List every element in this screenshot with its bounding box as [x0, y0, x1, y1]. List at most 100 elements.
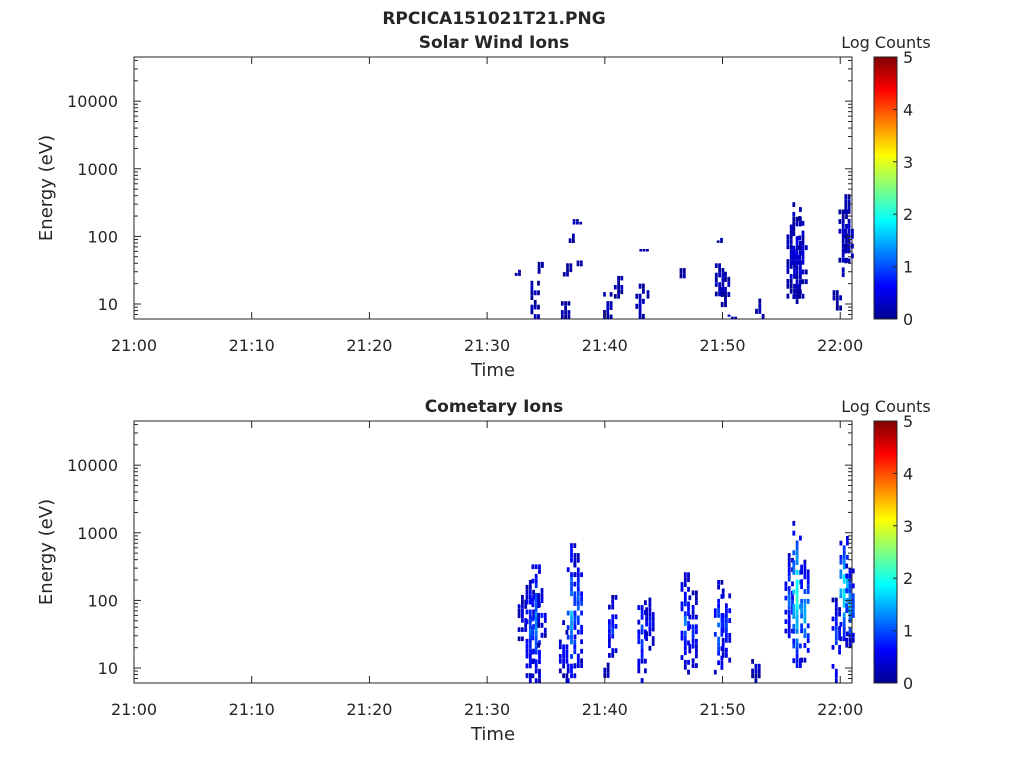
spectrogram-bin — [845, 563, 849, 569]
spectrogram-bin — [792, 560, 796, 565]
x-tick-label: 22:00 — [817, 336, 863, 355]
spectrogram-bin — [572, 219, 576, 222]
spectrogram-bin — [801, 220, 805, 226]
spectrogram-bin — [789, 273, 793, 279]
spectrogram-bin — [834, 616, 838, 622]
spectrogram-bin — [795, 560, 799, 565]
spectrogram-bin — [691, 629, 695, 635]
x-tick-label: 21:50 — [699, 700, 745, 719]
spectrogram-bin — [792, 520, 796, 526]
spectrogram-bin — [842, 622, 846, 627]
spectrogram-bin — [558, 654, 562, 659]
spectrogram-bin — [716, 240, 720, 243]
spectrogram-bin — [803, 628, 807, 634]
spectrogram-bin — [795, 619, 799, 624]
spectrogram-bin — [573, 591, 577, 597]
spectrogram-bin — [787, 576, 791, 582]
spectrogram-bin — [728, 618, 732, 623]
spectrogram-bin — [648, 631, 652, 637]
spectrogram-bin — [683, 582, 687, 587]
spectrogram-bin — [799, 270, 802, 275]
spectrogram-bin — [718, 263, 721, 268]
spectrogram-bin — [842, 588, 846, 594]
spectrogram-bin — [721, 282, 725, 287]
colorbar-tick-label: 5 — [903, 48, 913, 67]
spectrogram-bin — [579, 263, 583, 267]
spectrogram-bin — [718, 282, 721, 287]
spectrogram-bin — [845, 637, 849, 643]
spectrogram-bin — [534, 626, 538, 631]
spectrogram-bin — [580, 601, 583, 606]
spectrogram-bin — [725, 647, 728, 653]
spectrogram-bin — [528, 658, 532, 664]
spectrogram-bin — [679, 268, 683, 274]
spectrogram-bin — [720, 580, 724, 585]
spectrogram-bin — [608, 628, 611, 634]
spectrogram-bin — [648, 597, 652, 603]
spectrogram-bin — [695, 643, 698, 649]
spectrogram-bin — [573, 620, 577, 626]
spectrogram-bin — [687, 606, 690, 612]
spectrogram-bin — [727, 281, 731, 287]
spectrogram-bin — [606, 310, 610, 315]
spectrogram-bin — [614, 648, 618, 653]
burst-column — [517, 595, 528, 642]
spectrogram-bin — [720, 237, 723, 241]
spectrogram-bin — [570, 577, 573, 582]
spectrogram-bin — [534, 602, 538, 608]
spectrogram-bin — [795, 555, 799, 561]
spectrogram-bin — [569, 267, 573, 273]
spectrogram-bin — [792, 589, 796, 595]
burst-column — [646, 290, 650, 299]
spectrogram-bin — [847, 258, 851, 264]
spectrogram-bin — [795, 540, 799, 546]
spectrogram-bin — [714, 291, 718, 297]
spectrogram-bin — [787, 557, 791, 563]
spectrogram-bin — [638, 298, 642, 304]
spectrogram-bin — [841, 257, 845, 263]
x-tick-label: 21:30 — [464, 700, 510, 719]
spectrogram-bin — [847, 228, 851, 234]
spectrogram-bin — [576, 263, 580, 267]
spectrogram-bin — [848, 578, 852, 584]
spectrogram-bin — [728, 657, 732, 663]
spectrogram-bin — [687, 572, 690, 578]
spectrogram-bin — [695, 590, 698, 596]
spectrogram-bin — [761, 313, 765, 319]
colorbar-label-solar-wind: Log Counts — [841, 33, 931, 52]
spectrogram-bin — [576, 586, 580, 592]
spectrogram-bin — [642, 249, 646, 252]
spectrogram-bin — [560, 310, 564, 315]
spectrogram-bin — [576, 615, 580, 621]
spectrogram-bin — [534, 597, 538, 603]
spectrogram-bin — [611, 633, 615, 639]
spectrogram-bin — [800, 613, 803, 619]
spectrogram-bin — [567, 314, 571, 319]
spectrogram-bin — [792, 245, 796, 251]
spectrogram-bin — [532, 589, 535, 595]
x-tick-label: 21:00 — [111, 336, 157, 355]
spectrogram-bin — [792, 260, 796, 266]
spectrogram-bin — [803, 589, 807, 594]
spectrogram-bin — [803, 643, 807, 648]
burst-column — [573, 553, 583, 668]
spectrogram-bin — [534, 659, 538, 664]
colorbar-tick-label: 2 — [903, 205, 913, 224]
spectrogram-bin — [573, 557, 577, 563]
spectrogram-bin — [787, 595, 791, 601]
spectrogram-bin — [648, 616, 652, 622]
spectrogram-bin — [844, 209, 848, 214]
x-tick-label: 21:40 — [582, 700, 628, 719]
spectrogram-bin — [842, 578, 846, 584]
spectrogram-bin — [565, 629, 569, 635]
spectrogram-bin — [803, 613, 807, 619]
ylabel-solar-wind: Energy (eV) — [36, 135, 57, 241]
spectrogram-bin — [786, 293, 790, 299]
spectrogram-bin — [721, 588, 725, 594]
spectrogram-bin — [573, 673, 577, 679]
spectrogram-bin — [570, 548, 573, 553]
spectrogram-bin — [839, 559, 843, 565]
spectrogram-bin — [517, 613, 521, 619]
spectrogram-bin — [789, 283, 793, 289]
spectrogram-bin — [608, 619, 611, 624]
